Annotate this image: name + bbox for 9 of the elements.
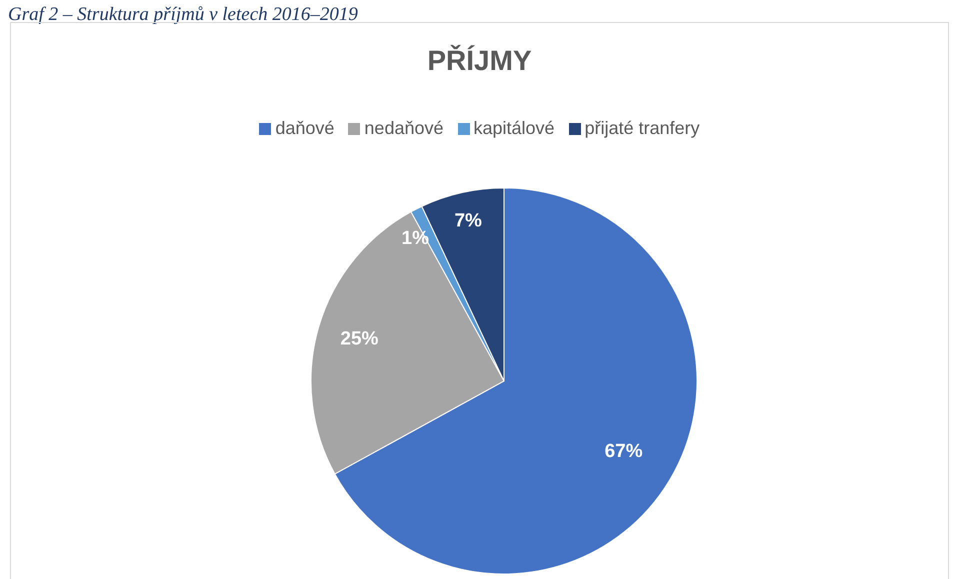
- text: Graf 2 – Struktura příjmů v letech 2016–2019: [8, 4, 358, 26]
- chart-title: PŘÍJMY: [426, 45, 533, 77]
- data-label: 67%: [604, 441, 643, 462]
- legend-label: přijaté tranfery: [584, 118, 700, 139]
- legend-label: daňové: [274, 118, 334, 139]
- legend-label: kapitálové: [472, 118, 555, 139]
- data-label: 25%: [340, 328, 379, 350]
- data-label: 7%: [454, 210, 482, 232]
- legend-label: nedaňové: [363, 118, 444, 139]
